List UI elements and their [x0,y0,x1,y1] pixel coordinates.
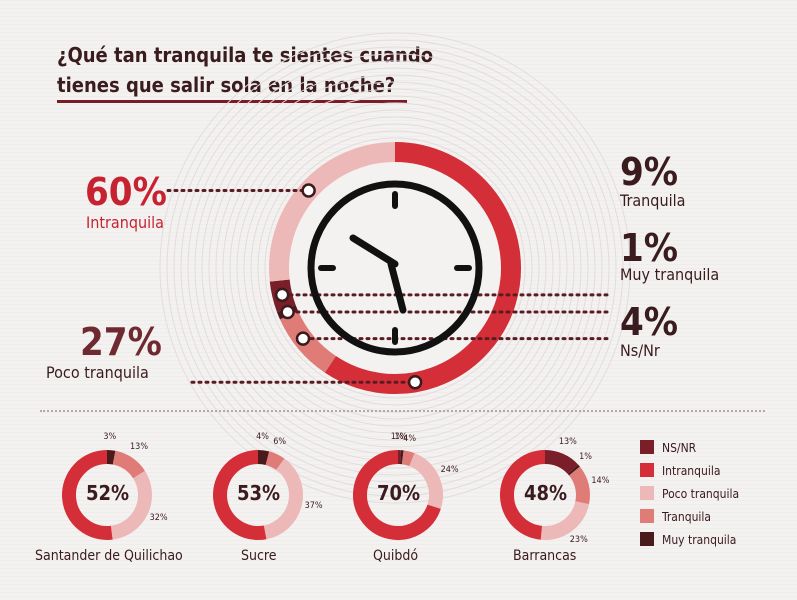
city-slice-label: 23% [569,534,588,545]
legend-swatch [640,463,654,477]
city-slice-label: 1% [394,432,408,443]
city-name: Santander de Quilichao [35,548,183,564]
background-circle [159,32,631,504]
legend-item-tranquila: Tranquila [640,509,711,524]
city-donut-segment [401,450,415,467]
leader-marker [407,374,423,390]
city-donut-segment [499,450,546,540]
leader-marker [274,287,290,303]
label-text-intranquila: Intranquila [86,213,164,232]
label-text-tranquila: Tranquila [620,191,686,210]
city-center-pct: 53% [237,481,281,505]
legend-label: Intranquila [662,464,721,478]
city-center-pct: 70% [377,481,421,505]
city-slice-label: 6% [273,437,287,448]
legend-swatch [640,509,654,523]
city-name: Barrancas [513,548,577,564]
legend-swatch [640,532,654,546]
city-donut-segment [409,453,443,509]
city-donut-segment [257,449,270,466]
city-slice-label: 3% [103,432,117,443]
city-donut-segment [544,450,579,475]
city-slice-label: 4% [403,433,417,444]
background-circle [166,39,624,497]
clock-minute-hand [387,260,407,314]
background-circle [215,88,575,448]
leader-marker [280,304,295,320]
legend-item-muy-tranquila: Muy tranquila [640,532,736,547]
legend-label: Tranquila [662,510,712,524]
background-circle [243,116,547,420]
legend-swatch [640,486,654,500]
clock-hour-hand [349,234,399,268]
city-donut-segment [62,450,113,540]
clock-icon [307,180,483,356]
city-donut-segment [112,450,145,479]
legend-label: NS/NR [662,441,697,455]
city-center-pct: 52% [86,481,130,505]
city-slice-label: 13% [130,441,149,452]
pct-ns-nr: 4% [620,300,679,344]
background-circle [173,46,617,490]
city-slice-label: 32% [149,513,168,524]
pct-muy-tranquila: 1% [620,226,679,270]
legend-label: Poco tranquila [662,487,740,501]
pct-poco-tranquila: 27% [80,320,162,364]
city-slice-label: 37% [304,501,323,512]
city-donut-segment [540,500,590,540]
label-text-muy-tranquila: Muy tranquila [620,265,720,284]
background-circle [187,60,603,476]
clock-face [307,180,483,356]
city-slice-label: 4% [256,432,269,443]
background-circle [194,67,596,469]
city-slice-label: 24% [440,464,459,475]
city-slice-label: 13% [558,436,577,447]
city-slice-label: 1% [579,451,592,462]
city-slice-label: 1% [390,432,404,443]
title-line-2: tienes que salir sola en la noche? [57,73,396,97]
background-circle [264,137,526,399]
legend-item-poco-tranquila: Poco tranquila [640,486,739,501]
leader-marker [295,331,311,346]
city-donut-segment [106,449,116,465]
city-donut-segment [263,458,303,540]
city-slice-label: 14% [591,475,610,486]
pct-tranquila: 9% [620,150,679,194]
section-divider [40,410,765,412]
main-donut-segment [324,142,521,394]
city-name: Sucre [241,548,277,564]
city-donut-segment [353,450,441,540]
background-circle [229,102,561,434]
background-circle [250,123,540,413]
legend-label: Muy tranquila [662,533,737,547]
city-name: Quibdó [373,548,419,564]
city-donut-segment [567,464,580,476]
pct-intranquila: 60% [85,170,167,214]
background-circle [257,130,533,406]
city-donut-segment [110,470,152,540]
background-circle [236,109,554,427]
city-donut-segment [213,450,267,540]
legend-swatch [640,440,654,454]
title-underline [57,100,407,103]
label-text-ns-nr: Ns/Nr [620,341,660,360]
city-donut-segment [265,451,285,471]
city-donut-segment [568,466,590,505]
label-text-poco-tranquila: Poco tranquila [46,363,149,382]
background-circle [180,53,610,483]
leader-marker [301,183,316,198]
legend-item-ns-nr: NS/NR [640,440,696,455]
city-donut-charts [62,449,590,540]
city-center-pct: 48% [524,481,568,505]
legend-item-intranquila: Intranquila [640,463,720,478]
background-circle [222,95,568,441]
